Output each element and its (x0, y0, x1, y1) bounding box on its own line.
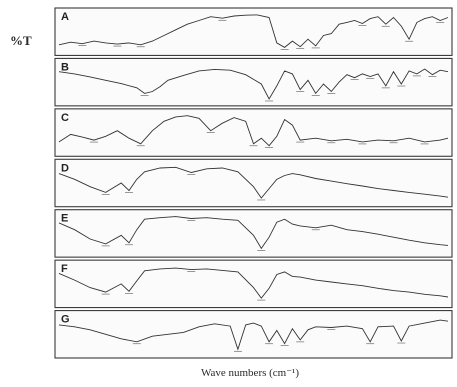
spectrum-panel-g: G (54, 310, 453, 359)
spectrum-line-d (58, 166, 449, 199)
y-axis-label: %T (10, 33, 32, 48)
x-axis-label: Wave numbers (cm⁻¹) (200, 367, 300, 379)
spectrum-panel-c: C (54, 108, 453, 157)
panel-frame (54, 158, 453, 208)
spectrum-line-f (58, 267, 449, 299)
panel-frame (54, 259, 453, 309)
spectrum-panel-a: A (54, 7, 453, 56)
spectrum-line-c (58, 115, 449, 147)
spectrum-panel-d: D (54, 158, 453, 208)
spectrum-panel-f: F (54, 259, 453, 309)
panel-label: B (61, 61, 69, 73)
panel-frame (54, 310, 453, 359)
panel-label: C (61, 112, 69, 124)
panel-label: F (61, 263, 68, 275)
spectrum-line-b (58, 68, 449, 100)
panel-label: E (61, 213, 68, 225)
panel-label: G (61, 314, 70, 326)
spectrum-line-g (58, 319, 449, 351)
panel-frame (54, 209, 453, 258)
panel-frame (54, 7, 453, 56)
panel-label: D (61, 162, 69, 174)
spectrum-line-a (58, 14, 449, 48)
spectrum-panel-b: B (54, 57, 453, 107)
panel-label: A (61, 11, 69, 23)
panel-frame (54, 108, 453, 157)
spectrum-line-e (58, 216, 449, 250)
panel-frame (54, 57, 453, 107)
spectrum-panel-e: E (54, 209, 453, 258)
